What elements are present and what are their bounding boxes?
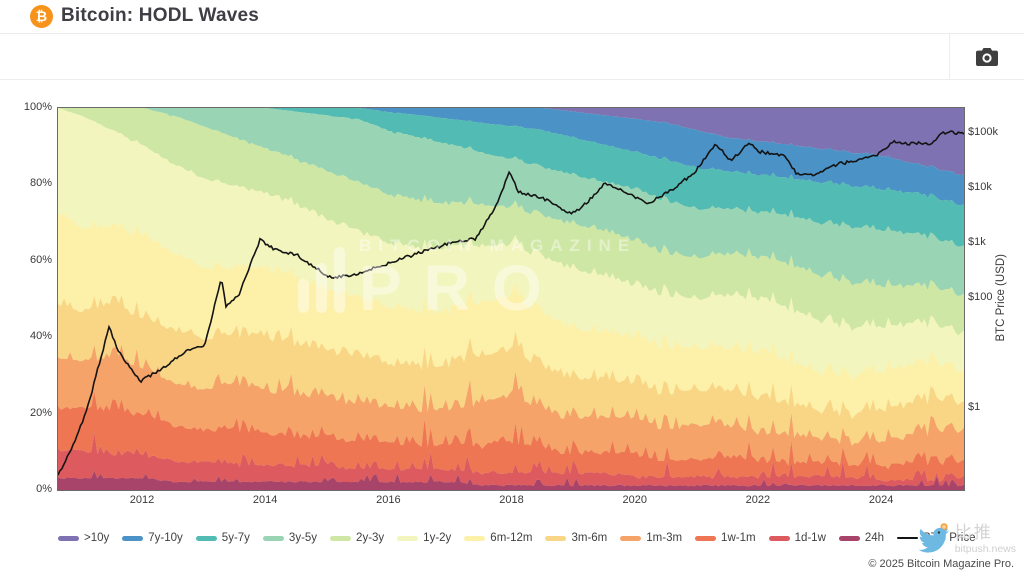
right-axis-tick: $100: [968, 291, 992, 303]
legend-label: 1y-2y: [423, 532, 451, 544]
legend-item-24h[interactable]: 24h: [839, 532, 884, 544]
copyright: © 2025 Bitcoin Magazine Pro.: [868, 558, 1014, 570]
legend-swatch: [769, 536, 790, 541]
left-axis-tick: 0%: [2, 483, 52, 495]
legend-label: 5y-7y: [222, 532, 250, 544]
legend-label: 3m-6m: [571, 532, 607, 544]
toolbar-right-section: [949, 34, 1024, 79]
bitpush-name: 比推: [955, 523, 1016, 543]
legend-swatch: [263, 536, 284, 541]
legend-item-5y-7y[interactable]: 5y-7y: [196, 532, 250, 544]
legend-item-1y-2y[interactable]: 1y-2y: [397, 532, 451, 544]
legend-swatch: [620, 536, 641, 541]
right-axis-title: BTC Price (USD): [992, 107, 1010, 489]
legend-item-1d-1w[interactable]: 1d-1w: [769, 532, 826, 544]
hodl-waves-chart: [58, 108, 964, 490]
legend-label: 3y-5y: [289, 532, 317, 544]
left-axis-tick: 100%: [2, 101, 52, 113]
legend-swatch: [839, 536, 860, 541]
chart-toolbar: [0, 34, 1024, 80]
legend-label: 6m-12m: [490, 532, 532, 544]
camera-icon: [976, 48, 998, 66]
legend-swatch: [122, 536, 143, 541]
plot-area[interactable]: BITCOIN MAGAZINE PRO: [57, 107, 965, 491]
left-axis-tick: 20%: [2, 407, 52, 419]
legend-label: 24h: [865, 532, 884, 544]
legend-swatch: [545, 536, 566, 541]
legend-item-7y-10y[interactable]: 7y-10y: [122, 532, 183, 544]
x-axis-tick: 2022: [746, 494, 770, 506]
chart-legend: >10y 7y-10y 5y-7y 3y-5y 2y-3y 1y-2y 6m-12m 3m-6…: [58, 532, 908, 544]
legend-swatch: [196, 536, 217, 541]
legend-item-2y-3y[interactable]: 2y-3y: [330, 532, 384, 544]
legend-item-3m-6m[interactable]: 3m-6m: [545, 532, 607, 544]
x-axis-tick: 2018: [499, 494, 523, 506]
x-axis-tick: 2014: [253, 494, 277, 506]
legend-label: 1w-1m: [721, 532, 756, 544]
right-axis-tick: $10k: [968, 181, 992, 193]
x-axis-tick: 2016: [376, 494, 400, 506]
bitcoin-icon: ₿: [30, 5, 53, 28]
right-axis-tick: $1k: [968, 236, 986, 248]
legend-item->10y[interactable]: >10y: [58, 532, 109, 544]
legend-label: 1d-1w: [795, 532, 826, 544]
bitpush-domain: bitpush.news: [955, 543, 1016, 556]
x-axis-tick: 2012: [130, 494, 154, 506]
legend-item-1w-1m[interactable]: 1w-1m: [695, 532, 756, 544]
legend-label: 1m-3m: [646, 532, 682, 544]
legend-item-6m-12m[interactable]: 6m-12m: [464, 532, 532, 544]
screenshot-button[interactable]: [974, 46, 1000, 68]
legend-label: 2y-3y: [356, 532, 384, 544]
twitter-bird-icon: [912, 522, 952, 556]
bitpush-logo: 比推 bitpush.news: [912, 522, 1016, 556]
legend-swatch: [330, 536, 351, 541]
legend-label: 7y-10y: [148, 532, 183, 544]
legend-swatch: [695, 536, 716, 541]
left-axis-tick: 80%: [2, 177, 52, 189]
x-axis-tick: 2020: [622, 494, 646, 506]
page-header: ₿ Bitcoin: HODL Waves: [0, 0, 1024, 34]
right-axis-tick: $1: [968, 401, 980, 413]
legend-swatch: [397, 536, 418, 541]
legend-label: >10y: [84, 532, 109, 544]
legend-item-1m-3m[interactable]: 1m-3m: [620, 532, 682, 544]
left-axis-tick: 60%: [2, 254, 52, 266]
legend-swatch: [464, 536, 485, 541]
legend-swatch: [58, 536, 79, 541]
x-axis-tick: 2024: [869, 494, 893, 506]
legend-item-3y-5y[interactable]: 3y-5y: [263, 532, 317, 544]
page-title: Bitcoin: HODL Waves: [61, 0, 259, 32]
left-axis-tick: 40%: [2, 330, 52, 342]
